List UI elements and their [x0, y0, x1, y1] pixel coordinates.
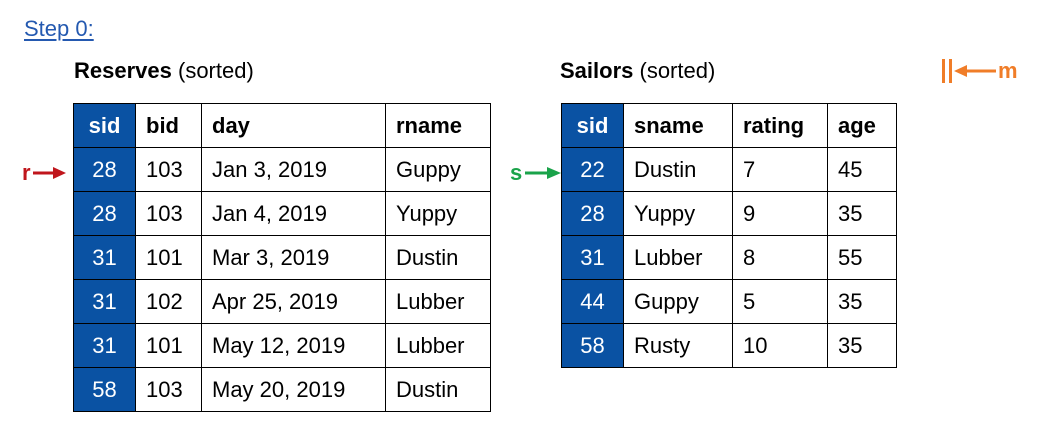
- sailors-cell-sname: Yuppy: [623, 191, 733, 236]
- sailors-header-sname: sname: [623, 103, 733, 148]
- reserves-caption-name: Reserves: [74, 58, 172, 83]
- right-arrow-icon: [32, 167, 66, 179]
- sailors-cell-sname: Guppy: [623, 279, 733, 324]
- sailors-cell-age: 35: [827, 323, 897, 368]
- table-row: 28 103 Jan 3, 2019 Guppy: [73, 147, 491, 192]
- step-title: Step 0:: [24, 16, 94, 41]
- table-row: 58 Rusty 10 35: [561, 323, 897, 368]
- reserves-cell-rname: Yuppy: [385, 191, 491, 236]
- reserves-header-day: day: [201, 103, 386, 148]
- table-row: 31 Lubber 8 55: [561, 235, 897, 280]
- sailors-cell-sid: 31: [561, 235, 624, 280]
- m-pointer-label: m: [998, 58, 1018, 83]
- sailors-cell-rating: 7: [732, 147, 828, 192]
- sailors-cell-rating: 10: [732, 323, 828, 368]
- sailors-header-rating: rating: [732, 103, 828, 148]
- reserves-cell-sid: 31: [73, 235, 136, 280]
- reserves-cell-bid: 103: [135, 191, 202, 236]
- sailors-cell-age: 45: [827, 147, 897, 192]
- sailors-cell-sname: Lubber: [623, 235, 733, 280]
- reserves-header-rname: rname: [385, 103, 491, 148]
- reserves-cell-rname: Lubber: [385, 279, 491, 324]
- table-row: 44 Guppy 5 35: [561, 279, 897, 324]
- sailors-cell-age: 55: [827, 235, 897, 280]
- reserves-cell-bid: 101: [135, 323, 202, 368]
- sailors-cell-sid: 58: [561, 323, 624, 368]
- mark-bar-arrow-icon: [942, 59, 996, 83]
- reserves-cell-day: May 20, 2019: [201, 367, 386, 412]
- reserves-cell-sid: 28: [73, 147, 136, 192]
- reserves-cell-day: Mar 3, 2019: [201, 235, 386, 280]
- reserves-cell-day: Jan 4, 2019: [201, 191, 386, 236]
- reserves-cell-rname: Lubber: [385, 323, 491, 368]
- sailors-cell-rating: 8: [732, 235, 828, 280]
- reserves-cell-bid: 102: [135, 279, 202, 324]
- reserves-cell-day: Apr 25, 2019: [201, 279, 386, 324]
- reserves-caption-note: (sorted): [171, 58, 254, 83]
- reserves-header-row: sid bid day rname: [73, 103, 491, 148]
- r-pointer: r: [22, 160, 67, 186]
- r-pointer-label: r: [22, 160, 31, 185]
- sailors-cell-sid: 28: [561, 191, 624, 236]
- reserves-cell-rname: Dustin: [385, 235, 491, 280]
- table-row: 31 101 May 12, 2019 Lubber: [73, 323, 491, 368]
- table-row: 31 101 Mar 3, 2019 Dustin: [73, 235, 491, 280]
- table-row: 31 102 Apr 25, 2019 Lubber: [73, 279, 491, 324]
- reserves-header-sid: sid: [73, 103, 136, 148]
- sailors-header-row: sid sname rating age: [561, 103, 897, 148]
- table-row: 28 Yuppy 9 35: [561, 191, 897, 236]
- reserves-table: sid bid day rname 28 103 Jan 3, 2019 Gup…: [73, 103, 491, 412]
- sailors-cell-age: 35: [827, 191, 897, 236]
- table-row: 22 Dustin 7 45: [561, 147, 897, 192]
- reserves-cell-rname: Guppy: [385, 147, 491, 192]
- reserves-cell-sid: 31: [73, 323, 136, 368]
- sailors-cell-sname: Rusty: [623, 323, 733, 368]
- reserves-cell-sid: 58: [73, 367, 136, 412]
- reserves-cell-sid: 28: [73, 191, 136, 236]
- sailors-cell-rating: 5: [732, 279, 828, 324]
- reserves-header-bid: bid: [135, 103, 202, 148]
- table-row: 28 103 Jan 4, 2019 Yuppy: [73, 191, 491, 236]
- sailors-table: sid sname rating age 22 Dustin 7 45 28 Y…: [561, 103, 897, 368]
- sailors-caption-note: (sorted): [633, 58, 716, 83]
- sailors-header-age: age: [827, 103, 897, 148]
- sailors-caption-name: Sailors: [560, 58, 634, 83]
- reserves-cell-rname: Dustin: [385, 367, 491, 412]
- reserves-caption: Reserves (sorted): [74, 58, 254, 84]
- reserves-cell-bid: 101: [135, 235, 202, 280]
- s-pointer-label: s: [510, 160, 523, 185]
- sailors-cell-rating: 9: [732, 191, 828, 236]
- sailors-header-sid: sid: [561, 103, 624, 148]
- s-pointer: s: [510, 160, 562, 186]
- reserves-cell-day: May 12, 2019: [201, 323, 386, 368]
- reserves-cell-sid: 31: [73, 279, 136, 324]
- sailors-caption: Sailors (sorted): [560, 58, 715, 84]
- reserves-cell-bid: 103: [135, 147, 202, 192]
- reserves-cell-bid: 103: [135, 367, 202, 412]
- reserves-cell-day: Jan 3, 2019: [201, 147, 386, 192]
- sailors-cell-age: 35: [827, 279, 897, 324]
- sailors-cell-sname: Dustin: [623, 147, 733, 192]
- sailors-cell-sid: 22: [561, 147, 624, 192]
- sailors-cell-sid: 44: [561, 279, 624, 324]
- m-pointer: m: [940, 57, 1018, 85]
- right-arrow-icon: [525, 167, 562, 179]
- table-row: 58 103 May 20, 2019 Dustin: [73, 367, 491, 412]
